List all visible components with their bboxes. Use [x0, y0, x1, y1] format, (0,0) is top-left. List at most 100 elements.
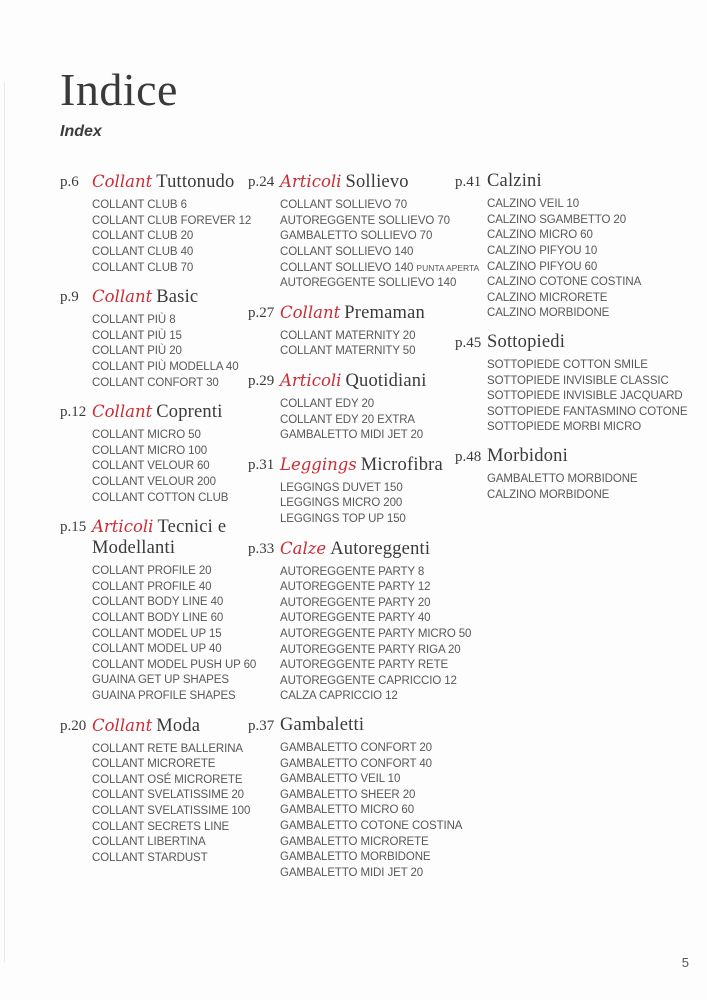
index-item: AUTOREGGENTE PARTY 40 — [280, 612, 431, 625]
index-item: CALZINO PIFYOU 60 — [487, 260, 598, 273]
page-ref: p.27 — [248, 304, 275, 321]
section-heading-row: p.48 Morbidoni — [455, 446, 655, 467]
index-item: AUTOREGGENTE CAPRICCIO 12 — [280, 674, 457, 687]
section-script-word: Calze — [280, 538, 327, 558]
section-heading: Microfibra — [360, 454, 443, 475]
toc-section: p.20 Collant Moda COLLANT RETE BALLERINA COL… — [60, 715, 251, 867]
index-item: SOTTOPIEDE FANTASMINO COTONE — [487, 405, 688, 418]
index-item: COLLANT PIÙ 20 — [92, 345, 182, 358]
section-heading: Tuttonudo — [156, 172, 235, 193]
section-heading: Sollievo — [345, 172, 409, 193]
page-ref: p.45 — [455, 335, 482, 352]
index-item: CALZINO MICRORETE — [487, 291, 608, 304]
section-script-word: Collant — [92, 287, 153, 307]
index-item: GAMBALETTO MORBIDONE — [280, 851, 431, 864]
index-item: COLLANT BODY LINE 60 — [92, 611, 224, 624]
page-ref: p.33 — [248, 540, 275, 557]
index-column-2: p.24 Articoli Sollievo COLLANT SOLLIEVO 70 A… — [248, 171, 479, 891]
index-item-list: COLLANT SOLLIEVO 70 AUTOREGGENTE SOLLIEVO… — [248, 198, 479, 292]
index-item: GAMBALETTO COTONE COSTINA — [280, 819, 463, 832]
toc-section: p.41 Calzini CALZINO VEIL 10 CALZINO SGAMBE… — [455, 171, 655, 322]
index-item: COLLANT PIÙ MODELLA 40 — [92, 361, 239, 374]
index-item: GAMBALETTO MIDI JET 20 — [280, 429, 424, 442]
toc-section: p.24 Articoli Sollievo COLLANT SOLLIEVO 70 A… — [248, 171, 479, 292]
index-item: AUTOREGGENTE PARTY MICRO 50 — [280, 627, 472, 640]
index-item: COLLANT MODEL PUSH UP 60 — [92, 658, 257, 671]
index-item: GUAINA GET UP SHAPES — [92, 674, 229, 687]
index-item-list: COLLANT MATERNITY 20 COLLANT MATERNITY 50 — [248, 329, 455, 360]
toc-section: p.15 Articoli Tecnici e Modellanti COLLANT … — [60, 516, 257, 704]
section-script-word: Collant — [92, 402, 153, 422]
section-heading: Premaman — [344, 302, 425, 323]
index-item: COLLANT COTTON CLUB — [92, 491, 229, 504]
index-item: COLLANT SOLLIEVO 70 — [280, 199, 408, 212]
section-script-word: Articoli — [92, 517, 154, 537]
page-ref: p.6 — [60, 174, 79, 191]
index-item: AUTOREGGENTE SOLLIEVO 70 — [280, 214, 450, 227]
section-heading-row: p.29 Articoli Quotidiani — [248, 370, 455, 392]
section-heading-row: p.33 Calze Autoreggenti — [248, 538, 455, 560]
index-item: GAMBALETTO CONFORT 20 — [280, 741, 432, 754]
index-column-3: p.41 Calzini CALZINO VEIL 10 CALZINO SGAMBE… — [455, 171, 688, 891]
index-item: SOTTOPIEDE INVISIBLE JACQUARD — [487, 390, 683, 403]
page-ref: p.37 — [248, 717, 275, 734]
index-item-list: GAMBALETTO MORBIDONE CALZINO MORBIDONE — [455, 472, 655, 503]
index-item: COLLANT CLUB 70 — [92, 261, 194, 274]
index-item: COLLANT CLUB FOREVER 12 — [92, 214, 252, 227]
section-script-word: Articoli — [280, 172, 342, 192]
index-item-list: LEGGINGS DUVET 150 LEGGINGS MICRO 200 LEGG… — [248, 481, 455, 528]
toc-section: p.31 Leggings Microfibra LEGGINGS DUVET 150… — [248, 454, 455, 528]
index-item: SOTTOPIEDE INVISIBLE CLASSIC — [487, 374, 669, 387]
index-item: COLLANT EDY 20 — [280, 398, 375, 411]
index-item: COLLANT SVELATISSIME 100 — [92, 804, 251, 817]
index-item: COLLANT STARDUST — [92, 851, 208, 864]
section-heading-row: p.45 Sottopiedi — [455, 332, 655, 353]
section-heading: Tecnici e Modellanti — [92, 517, 227, 559]
section-heading: Basic — [156, 287, 199, 308]
page-ref: p.41 — [455, 174, 482, 191]
index-item: COLLANT OSÉ MICRORETE — [92, 773, 243, 786]
index-item: COLLANT MATERNITY 20 — [280, 329, 416, 342]
page-ref: p.24 — [248, 174, 275, 191]
index-item: COLLANT CONFORT 30 — [92, 376, 219, 389]
index-item: COLLANT MICRO 50 — [92, 429, 201, 442]
index-item: AUTOREGGENTE PARTY RIGA 20 — [280, 643, 461, 656]
index-item-list: COLLANT CLUB 6 COLLANT CLUB FOREVER 12 COL… — [60, 198, 252, 276]
index-item: COLLANT EDY 20 EXTRA — [280, 413, 415, 426]
index-item: AUTOREGGENTE PARTY RETE — [280, 659, 449, 672]
section-heading: Morbidoni — [487, 446, 568, 467]
index-item: CALZINO COTONE COSTINA — [487, 276, 642, 289]
index-item-list: COLLANT PIÙ 8 COLLANT PIÙ 15 COLLANT PIÙ 2… — [60, 313, 248, 391]
section-heading-row: p.27 Collant Premaman — [248, 302, 455, 324]
index-item: COLLANT MODEL UP 15 — [92, 627, 222, 640]
index-item: COLLANT SECRETS LINE — [92, 820, 230, 833]
index-item: GAMBALETTO MORBIDONE — [487, 473, 638, 486]
index-item: COLLANT VELOUR 200 — [92, 476, 216, 489]
index-item: CALZA CAPRICCIO 12 — [280, 690, 398, 703]
toc-section: p.29 Articoli Quotidiani COLLANT EDY 20 COLL… — [248, 370, 455, 444]
index-item: CALZINO PIFYOU 10 — [487, 245, 598, 258]
page-ref: p.48 — [455, 449, 482, 466]
toc-section: p.37 Gambaletti GAMBALETTO CONFORT 20 GAMBA… — [248, 714, 463, 881]
index-item: GAMBALETTO SHEER 20 — [280, 788, 416, 801]
index-item-list: COLLANT EDY 20 COLLANT EDY 20 EXTRA GAMBAL… — [248, 397, 455, 444]
toc-section: p.27 Collant Premaman COLLANT MATERNITY 20 C… — [248, 302, 455, 360]
index-item: COLLANT CLUB 6 — [92, 199, 187, 212]
page-title: Indice — [60, 64, 178, 115]
index-item-list: COLLANT PROFILE 20 COLLANT PROFILE 40 COLL… — [60, 564, 257, 704]
section-heading: Gambaletti — [280, 714, 365, 735]
section-script-word: Leggings — [280, 454, 357, 474]
index-item: AUTOREGGENTE PARTY 20 — [280, 596, 431, 609]
section-script-word: Collant — [92, 172, 153, 192]
section-heading-row: p.6 Collant Tuttonudo — [60, 171, 248, 193]
page-ref: p.31 — [248, 456, 275, 473]
section-heading-row: p.12 Collant Coprenti — [60, 401, 248, 423]
section-heading: Calzini — [487, 171, 542, 192]
section-heading: Sottopiedi — [487, 332, 566, 353]
index-item-list: GAMBALETTO CONFORT 20 GAMBALETTO CONFORT … — [248, 741, 463, 881]
index-item: GAMBALETTO VEIL 10 — [280, 773, 401, 786]
section-script-word: Articoli — [280, 371, 342, 391]
index-item: COLLANT MICRORETE — [92, 758, 216, 771]
index-item: COLLANT VELOUR 60 — [92, 460, 210, 473]
index-item-list: SOTTOPIEDE COTTON SMILE SOTTOPIEDE INVISI… — [455, 358, 688, 436]
